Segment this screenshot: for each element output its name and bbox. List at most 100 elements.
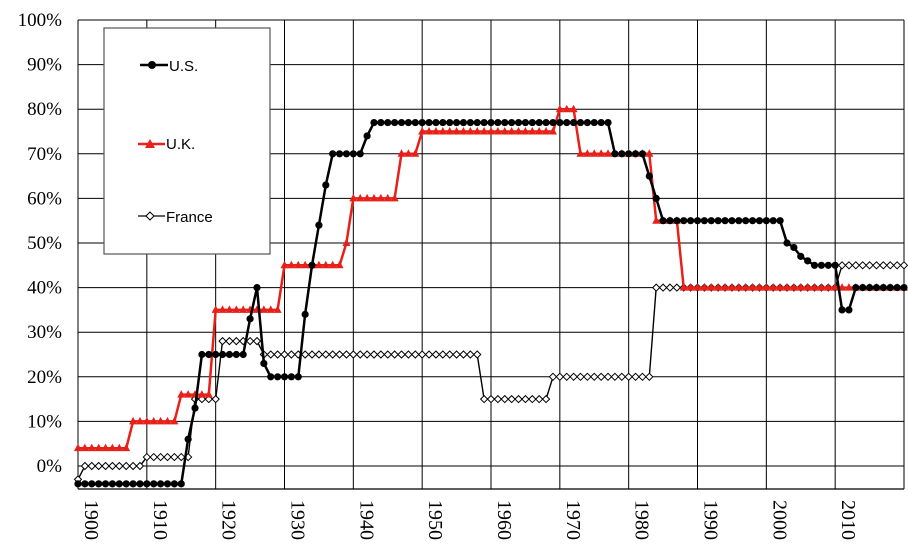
y-tick-label: 20%: [27, 367, 62, 388]
data-point: [837, 261, 847, 270]
y-tick-label: 10%: [27, 411, 62, 432]
data-point: [590, 149, 599, 157]
legend: U.S. U.K. France: [103, 27, 271, 255]
data-point: [390, 193, 399, 202]
data-point: [645, 149, 654, 157]
data-point: [865, 261, 874, 270]
data-point: [852, 284, 860, 292]
data-point: [452, 118, 461, 127]
data-point: [438, 350, 448, 359]
data-point: [459, 127, 468, 135]
data-point: [122, 480, 130, 488]
data-point: [170, 452, 179, 462]
data-point: [356, 350, 365, 359]
data-point: [680, 217, 688, 225]
data-point: [872, 284, 881, 292]
x-tick-label: 1980: [631, 500, 653, 540]
data-point: [142, 452, 152, 462]
data-point: [328, 260, 337, 269]
y-tick-label: 80%: [27, 99, 62, 120]
data-point: [576, 372, 585, 382]
data-point: [80, 443, 89, 452]
data-point: [356, 150, 364, 158]
legend-marker-uk: [145, 139, 155, 148]
data-point: [570, 118, 578, 127]
data-point: [721, 217, 729, 225]
data-point: [376, 193, 385, 202]
data-point: [232, 305, 241, 313]
data-point: [804, 257, 812, 265]
data-point: [191, 404, 199, 412]
data-point: [397, 149, 406, 157]
data-point: [645, 372, 654, 382]
data-point: [101, 480, 110, 488]
data-point: [679, 283, 688, 291]
y-tick-label: 60%: [27, 188, 62, 209]
data-point: [555, 372, 565, 382]
legend-box: [103, 27, 271, 255]
data-point: [865, 284, 874, 292]
data-point: [232, 350, 240, 359]
data-point: [369, 350, 379, 359]
data-point: [87, 461, 96, 471]
data-point: [879, 261, 888, 270]
data-point: [184, 390, 193, 398]
data-point: [342, 238, 351, 246]
data-point: [824, 283, 833, 291]
data-point: [686, 283, 695, 291]
data-point: [672, 283, 682, 292]
data-point: [776, 217, 784, 225]
data-point: [831, 261, 839, 269]
data-point: [342, 350, 351, 359]
data-point: [101, 461, 110, 471]
data-point: [776, 283, 785, 291]
data-point: [734, 283, 743, 291]
data-point: [177, 390, 186, 398]
data-point: [431, 350, 441, 359]
data-point: [631, 372, 640, 382]
data-point: [418, 118, 426, 127]
data-point: [700, 283, 709, 291]
data-point: [576, 149, 585, 157]
data-point: [562, 104, 571, 113]
data-point: [714, 283, 723, 291]
data-point: [177, 452, 186, 462]
y-tick-label: 100%: [18, 10, 63, 31]
data-point: [452, 127, 461, 135]
data-point: [143, 480, 151, 488]
data-point: [748, 283, 757, 291]
data-point: [383, 193, 392, 202]
data-point: [879, 284, 887, 292]
data-point: [583, 372, 592, 382]
legend-item-france: France: [138, 209, 213, 226]
data-point: [439, 118, 447, 127]
data-point: [122, 443, 131, 452]
data-point: [342, 150, 351, 158]
data-point: [197, 390, 206, 398]
data-point: [762, 217, 770, 225]
data-point: [735, 217, 743, 225]
data-point: [782, 283, 791, 291]
data-point: [294, 373, 302, 381]
data-point: [459, 350, 468, 359]
x-tick-label: 1940: [355, 500, 377, 540]
data-point: [810, 283, 819, 291]
data-point: [115, 443, 124, 452]
data-point: [583, 149, 592, 157]
y-tick-label: 40%: [27, 278, 62, 299]
data-point: [198, 350, 206, 359]
data-point: [267, 373, 275, 381]
data-point: [508, 118, 516, 127]
data-point: [218, 305, 227, 313]
x-tick-label: 1950: [424, 500, 446, 540]
data-point: [769, 283, 778, 291]
data-point: [411, 118, 419, 127]
data-point: [287, 350, 296, 359]
data-point: [287, 373, 295, 381]
data-point: [390, 350, 399, 359]
data-point: [535, 127, 544, 135]
data-point: [273, 350, 282, 359]
data-point: [473, 127, 482, 135]
series-us: [74, 118, 908, 488]
